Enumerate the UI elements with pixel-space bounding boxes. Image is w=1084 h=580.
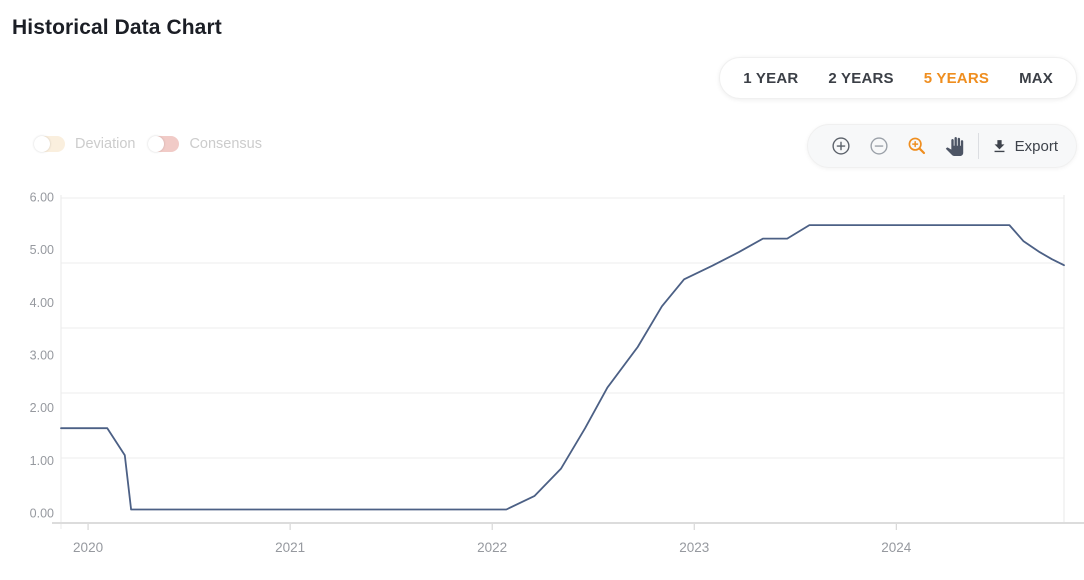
- y-axis-label: 2.00: [30, 401, 54, 415]
- x-axis-label: 2023: [679, 540, 709, 555]
- x-axis-label: 2021: [275, 540, 305, 555]
- zoom-out-icon: [870, 137, 888, 155]
- y-axis-label: 6.00: [30, 191, 54, 205]
- consensus-toggle-label: Consensus: [189, 136, 262, 152]
- export-button[interactable]: Export: [987, 138, 1062, 155]
- consensus-switch-icon: [148, 136, 180, 152]
- deviation-toggle[interactable]: Deviation: [34, 136, 136, 152]
- range-button-5-years[interactable]: 5 YEARS: [909, 58, 1004, 98]
- chart-toolbar: Export: [806, 124, 1077, 168]
- range-button-1-year[interactable]: 1 YEAR: [728, 58, 813, 98]
- toggle-knob: [34, 136, 50, 152]
- range-selector: 1 YEAR 2 YEARS 5 YEARS MAX: [719, 57, 1077, 99]
- pan-icon: [945, 136, 964, 156]
- y-axis-label: 4.00: [30, 296, 54, 310]
- export-icon: [994, 139, 1005, 152]
- consensus-toggle[interactable]: Consensus: [148, 136, 262, 152]
- y-axis-label: 0.00: [30, 507, 54, 521]
- x-axis-label: 2022: [477, 540, 507, 555]
- zoom-in-button[interactable]: [822, 126, 860, 166]
- export-button-label: Export: [1014, 137, 1058, 155]
- y-axis-label: 5.00: [30, 243, 54, 257]
- toggle-knob: [148, 136, 165, 152]
- rate-series-line: [60, 224, 1065, 511]
- zoom-out-button[interactable]: [860, 126, 898, 166]
- x-axis-label: 2020: [73, 540, 103, 555]
- deviation-switch-icon: [34, 136, 65, 152]
- range-button-max[interactable]: MAX: [1004, 58, 1068, 98]
- page-title: Historical Data Chart: [12, 16, 222, 39]
- series-toggles: Deviation Consensus: [34, 136, 262, 152]
- historical-chart[interactable]: 2020 2021 2022 2023 2024 6.00 5.00 4.00 3.00 2.00…: [0, 180, 1084, 575]
- zoom-in-icon: [832, 137, 850, 155]
- deviation-toggle-label: Deviation: [75, 136, 136, 152]
- x-axis-label: 2024: [881, 540, 912, 555]
- y-axis-label: 1.00: [30, 454, 54, 468]
- toolbar-divider: [977, 133, 979, 159]
- y-axis-label: 3.00: [30, 349, 54, 363]
- zoom-area-icon: [908, 137, 925, 155]
- range-button-2-years[interactable]: 2 YEARS: [813, 58, 908, 98]
- zoom-area-button[interactable]: [898, 126, 936, 166]
- pan-button[interactable]: [936, 126, 974, 166]
